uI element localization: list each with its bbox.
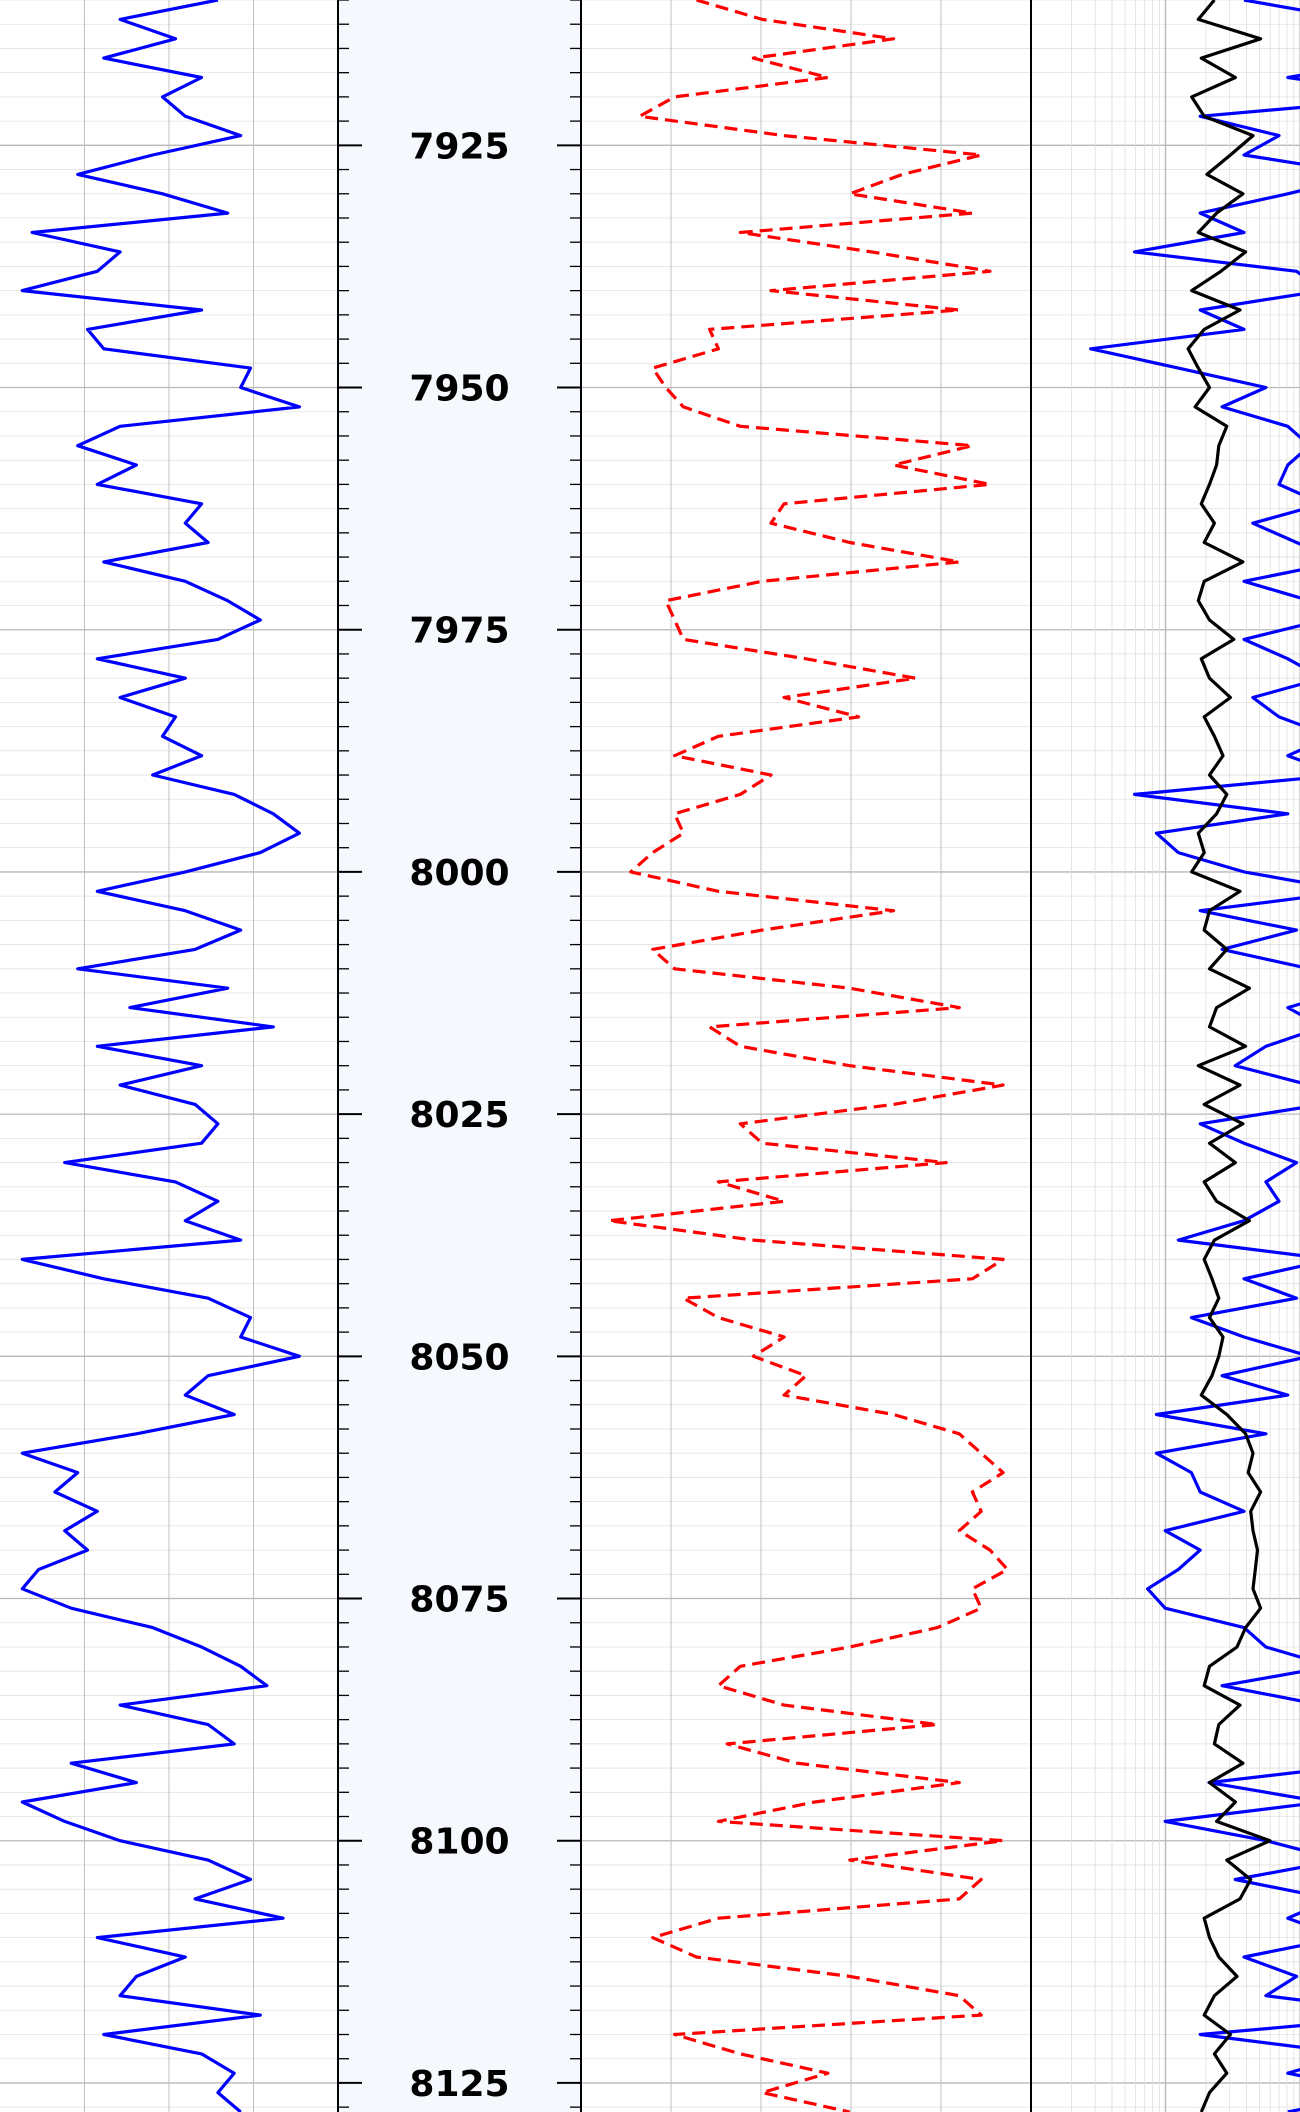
- depth-tick-label: 8100: [409, 1822, 509, 1863]
- depth-tick-label: 8000: [409, 853, 509, 894]
- depth-tick-label: 8050: [409, 1337, 509, 1378]
- track-background-track2: [581, 0, 1031, 2112]
- depth-tick-label: 7950: [409, 369, 509, 410]
- log-curve-track2-2: [1089, 0, 1300, 2112]
- depth-tick-label: 8025: [409, 1095, 509, 1136]
- log-curve-track1-0: [20, 0, 301, 2112]
- depth-tick-label: 7975: [409, 611, 509, 652]
- depth-tick-label: 8125: [409, 2064, 509, 2105]
- log-curves: [20, 0, 1300, 2112]
- depth-tick-label: 8075: [409, 1580, 509, 1621]
- log-curve-track2-1: [607, 0, 1010, 2112]
- track-background-depth: [338, 0, 581, 2112]
- depth-axis: 7925 7950 7975 8000 8025 8050 8075 8100 8125: [337, 0, 1032, 2112]
- depth-tick-label: 7925: [409, 126, 509, 167]
- log-curve-track3-3: [1186, 0, 1272, 2112]
